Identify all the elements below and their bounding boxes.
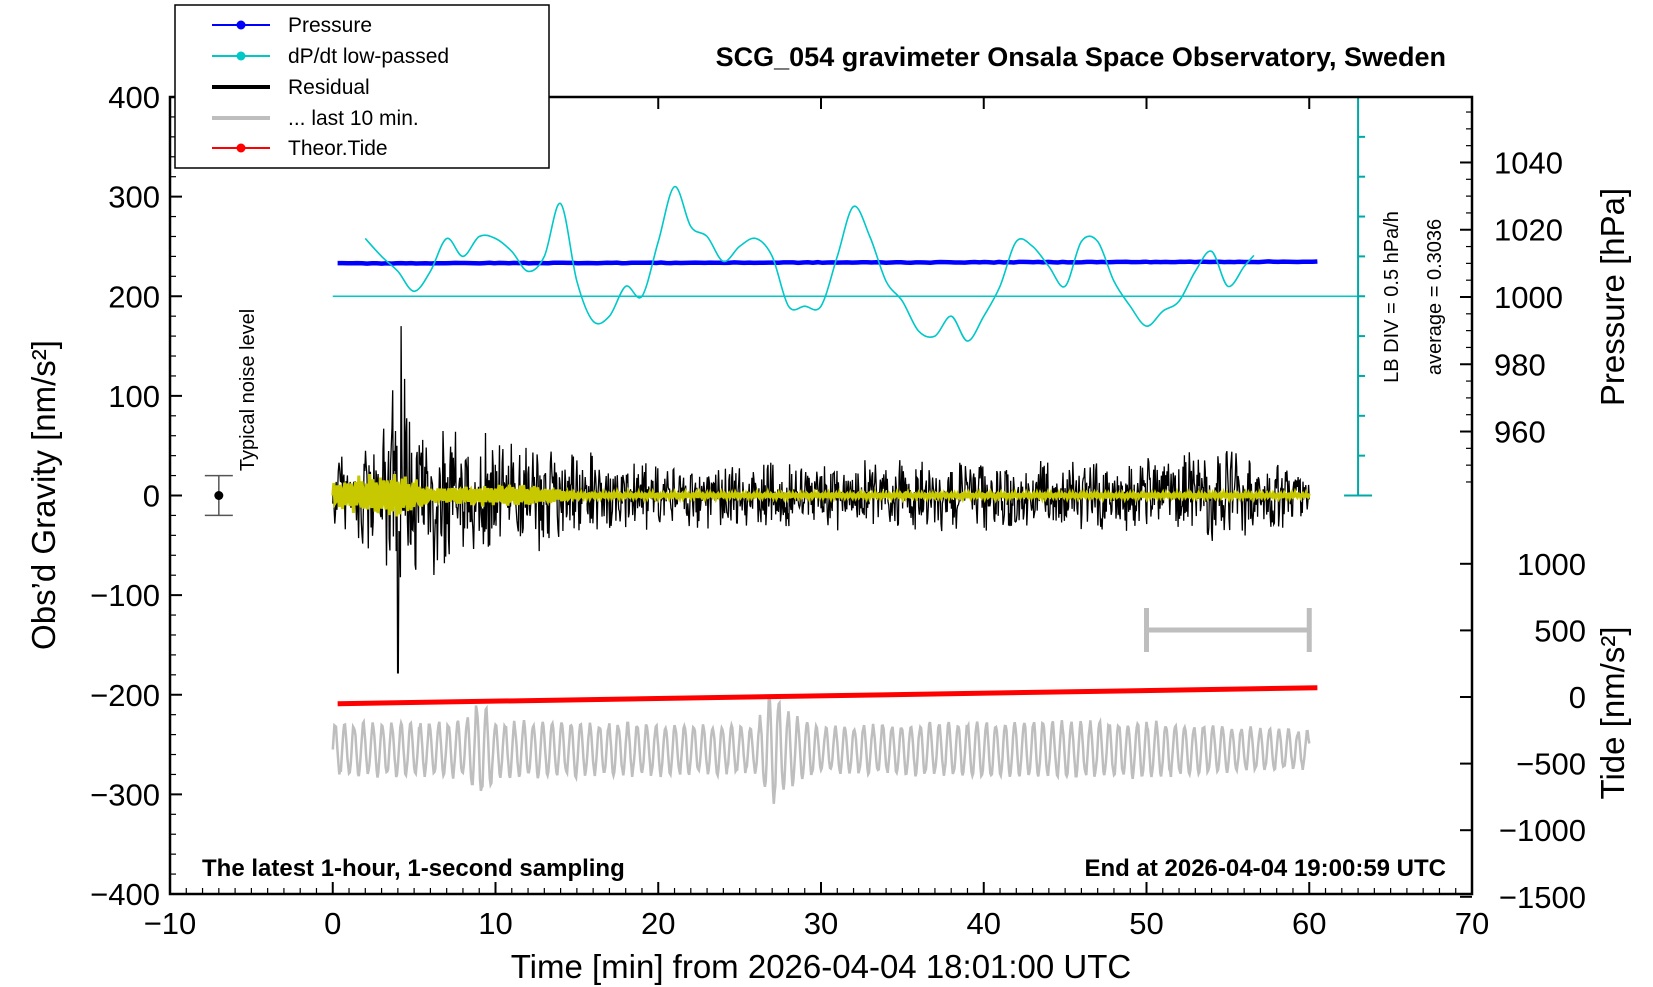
x-tick-label: 40	[967, 906, 1001, 941]
lb-div-label: LB DIV = 0.5 hPa/h	[1381, 211, 1403, 383]
series-smoothed-line	[331, 473, 1311, 517]
x-tick-label: 0	[324, 906, 341, 941]
pressure-tick-label: 960	[1494, 415, 1546, 450]
chart-title: SCG_054 gravimeter Onsala Space Observat…	[716, 42, 1446, 72]
pressure-tick-label: 1000	[1494, 280, 1563, 315]
legend-label-residual: Residual	[288, 76, 370, 99]
pressure-axis-label: Pressure [hPa]	[1594, 188, 1631, 406]
x-tick-label: 20	[641, 906, 675, 941]
pressure-tick-label: 1040	[1494, 145, 1563, 180]
tide-tick-label: 0	[1569, 680, 1586, 715]
noise-level-label: Typical noise level	[237, 309, 259, 471]
legend-marker-tide	[236, 143, 246, 153]
y-tick-label: 0	[143, 479, 160, 514]
series-pressure-line	[337, 259, 1318, 266]
tide-tick-label: −1000	[1499, 813, 1586, 848]
y-tick-label: −100	[90, 578, 160, 613]
pressure-tick-label: 980	[1494, 347, 1546, 382]
y-tick-label: −400	[90, 877, 160, 912]
y-tick-label: 100	[108, 379, 160, 414]
y-tick-label: 400	[108, 80, 160, 115]
y-tick-label: 200	[108, 279, 160, 314]
legend-label-last10: ... last 10 min.	[288, 107, 419, 130]
x-tick-label: 70	[1455, 906, 1489, 941]
legend-label-dpdt: dP/dt low-passed	[288, 45, 449, 68]
legend-label-pressure: Pressure	[288, 14, 372, 37]
series-residual-line	[332, 326, 1310, 674]
tide-tick-label: 1000	[1517, 547, 1586, 582]
x-tick-label: 30	[804, 906, 838, 941]
legend-label-tide: Theor.Tide	[288, 137, 388, 160]
series-tide-line	[337, 685, 1318, 707]
legend-marker-pressure	[236, 20, 246, 30]
tide-tick-label: 500	[1534, 613, 1586, 648]
y-tick-label: −300	[90, 777, 160, 812]
x-tick-label: 60	[1292, 906, 1326, 941]
axes-layer: −10 0 10 20 30 40 50 60 70−400−300−200−100010020…	[90, 80, 1586, 941]
data-layer	[204, 96, 1373, 804]
y-tick-label: 300	[108, 180, 160, 215]
footer-right-note: End at 2026-04-04 19:00:59 UTC	[1085, 855, 1447, 882]
x-axis-label: Time [min] from 2026-04-04 18:01:00 UTC	[511, 948, 1132, 985]
legend: Pressure dP/dt low-passed Residual ... l…	[174, 4, 550, 169]
y-tick-label: −200	[90, 678, 160, 713]
x-tick-label: 10	[478, 906, 512, 941]
tide-axis-label: Tide [nm/s²]	[1594, 627, 1631, 800]
pressure-tick-label: 1020	[1494, 213, 1563, 248]
x-tick-label: 50	[1129, 906, 1163, 941]
series-dpdt-line	[364, 185, 1255, 342]
average-label: average = 0.3036	[1424, 219, 1446, 375]
noise-bar-point	[214, 491, 224, 500]
legend-marker-dpdt	[236, 51, 246, 61]
tide-tick-label: −1500	[1499, 880, 1586, 915]
tide-tick-label: −500	[1516, 747, 1586, 782]
x-tick-label: −10	[144, 906, 197, 941]
y-axis-label: Obs’d Gravity [nm/s²]	[25, 340, 62, 650]
series-last10-line	[331, 694, 1311, 804]
footer-left-note: The latest 1-hour, 1-second sampling	[202, 855, 625, 882]
